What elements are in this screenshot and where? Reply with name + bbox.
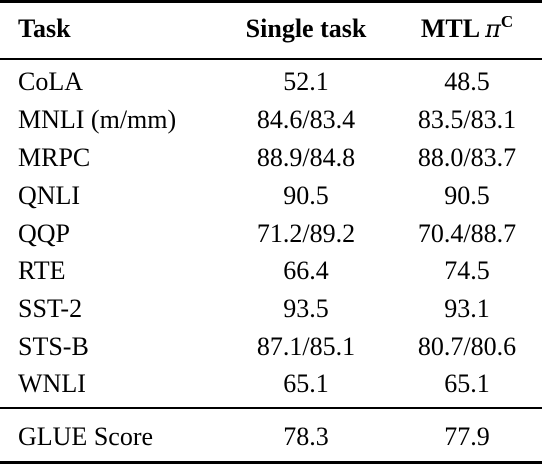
row-single-value: 90.5 [283,181,329,210]
row-single-value: 52.1 [283,67,329,96]
table-row: MNLI (m/mm) 84.6/83.4 83.5/83.1 [0,101,542,139]
table-row: STS-B 87.1/85.1 80.7/80.6 [0,328,542,366]
row-single-value: 65.1 [283,369,329,398]
table-row: SST-2 93.5 93.1 [0,290,542,328]
row-mtl-value: 70.4/88.7 [417,219,517,248]
footer-row: GLUE Score 78.3 77.9 [0,418,542,456]
bottom-rule [0,461,542,464]
row-single-value: 93.5 [283,294,329,323]
header-mtl-pi: π [485,15,501,43]
table-row: CoLA 52.1 48.5 [0,63,542,101]
row-single-value: 88.9/84.8 [256,143,356,172]
row-task: SST-2 [18,294,83,323]
row-task: QNLI [18,181,81,210]
footer-mtl-value: 77.9 [444,422,490,451]
header-mtl-superscript: C [500,12,514,31]
table-row: WNLI 65.1 65.1 [0,365,542,403]
footer-rule [0,407,542,409]
footer-single-value: 78.3 [283,422,329,451]
row-mtl-value: 80.7/80.6 [417,332,517,361]
top-rule [0,0,542,3]
row-task: STS-B [18,332,89,361]
row-single-value: 71.2/89.2 [256,219,356,248]
table-row: QNLI 90.5 90.5 [0,177,542,215]
row-single-value: 87.1/85.1 [256,332,356,361]
header-rule [0,58,542,60]
row-mtl-value: 90.5 [444,181,490,210]
row-single-value: 66.4 [283,256,329,285]
row-task: MNLI (m/mm) [18,105,177,134]
row-mtl-value: 88.0/83.7 [417,143,517,172]
table-row: RTE 66.4 74.5 [0,252,542,290]
row-task: RTE [18,256,66,285]
header-row: Task Single task MTL πC [0,10,542,48]
footer-task: GLUE Score [18,422,154,451]
table-row: MRPC 88.9/84.8 88.0/83.7 [0,139,542,177]
row-mtl-value: 74.5 [444,256,490,285]
row-mtl-value: 93.1 [444,294,490,323]
table-row: QQP 71.2/89.2 70.4/88.7 [0,215,542,253]
header-mtl-label: MTL [420,14,486,43]
row-task: WNLI [18,369,86,398]
row-task: QQP [18,219,71,248]
row-task: MRPC [18,143,91,172]
header-task: Task [18,14,71,43]
header-single-task: Single task [245,14,367,43]
header-mtl: MTL πC [392,10,542,48]
row-mtl-value: 65.1 [444,369,490,398]
row-task: CoLA [18,67,83,96]
row-single-value: 84.6/83.4 [256,105,356,134]
row-mtl-value: 48.5 [444,67,490,96]
row-mtl-value: 83.5/83.1 [417,105,517,134]
